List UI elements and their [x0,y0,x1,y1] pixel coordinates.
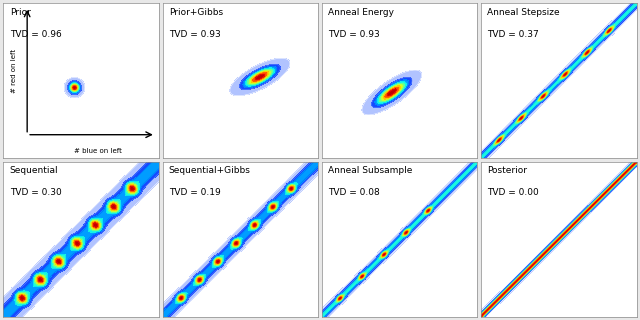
Text: TVD = 0.96: TVD = 0.96 [10,30,61,39]
Text: # blue on left: # blue on left [74,148,122,154]
Text: TVD = 0.00: TVD = 0.00 [487,188,539,197]
Text: TVD = 0.37: TVD = 0.37 [487,30,539,39]
Text: TVD = 0.93: TVD = 0.93 [169,30,221,39]
Text: TVD = 0.19: TVD = 0.19 [169,188,221,197]
Text: TVD = 0.08: TVD = 0.08 [328,188,380,197]
Text: Anneal Stepsize: Anneal Stepsize [487,8,560,17]
Text: # red on left: # red on left [11,49,17,93]
Text: TVD = 0.30: TVD = 0.30 [10,188,61,197]
Text: Anneal Energy: Anneal Energy [328,8,394,17]
Text: Anneal Subsample: Anneal Subsample [328,166,412,175]
Text: Prior: Prior [10,8,31,17]
Text: Sequential+Gibbs: Sequential+Gibbs [169,166,251,175]
Text: Sequential: Sequential [10,166,58,175]
Text: Prior+Gibbs: Prior+Gibbs [169,8,223,17]
Text: TVD = 0.93: TVD = 0.93 [328,30,380,39]
Text: Posterior: Posterior [487,166,527,175]
